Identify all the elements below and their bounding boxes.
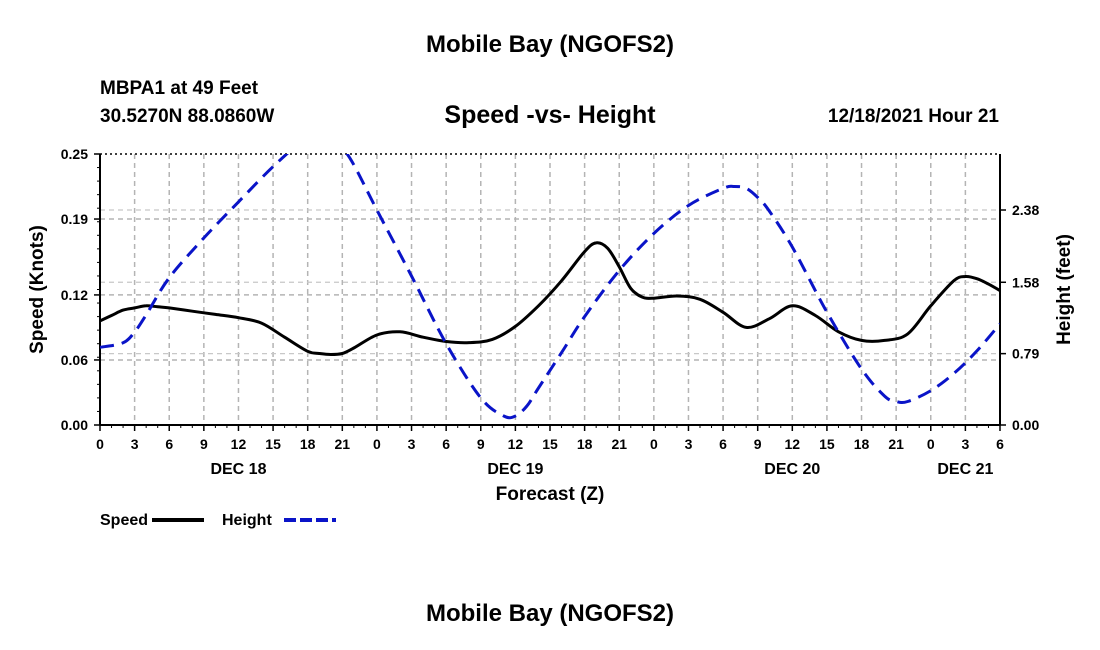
x-tick-label: 18 (300, 436, 316, 452)
x-tick-label: 6 (996, 436, 1004, 452)
y-tick-label: 0.06 (61, 352, 88, 368)
x-tick-label: 3 (408, 436, 416, 452)
x-date-label: DEC 21 (937, 461, 993, 478)
x-axis-title: Forecast (Z) (496, 484, 605, 505)
y-tick-label: 0.12 (61, 287, 88, 303)
x-tick-label: 15 (542, 436, 558, 452)
x-tick-label: 12 (508, 436, 524, 452)
y-tick-label: 0.00 (61, 417, 88, 433)
y2-tick-label: 1.58 (1012, 274, 1039, 290)
series-line-speed (100, 241, 1000, 356)
x-tick-label: 6 (719, 436, 727, 452)
x-tick-label: 9 (200, 436, 208, 452)
x-tick-label: 15 (265, 436, 281, 452)
y-tick-label: 0.25 (61, 146, 88, 162)
x-tick-label: 18 (854, 436, 870, 452)
x-tick-label: 15 (819, 436, 835, 452)
chart-subtitle: Speed -vs- Height (444, 101, 656, 129)
y2-tick-label: 0.00 (1012, 417, 1039, 433)
x-tick-label: 21 (611, 436, 627, 452)
x-tick-label: 0 (373, 436, 381, 452)
x-tick-label: 0 (96, 436, 104, 452)
y-tick-label: 0.19 (61, 211, 88, 227)
chart-title: Mobile Bay (NGOFS2) (425, 31, 675, 58)
x-tick-label: 3 (961, 436, 969, 452)
x-tick-label: 12 (231, 436, 247, 452)
x-tick-label: 21 (888, 436, 904, 452)
x-tick-label: 3 (131, 436, 139, 452)
repeated-chart-title: Mobile Bay (NGOFS2) (425, 600, 675, 627)
x-tick-label: 21 (335, 436, 351, 452)
x-tick-label: 18 (577, 436, 593, 452)
x-date-label: DEC 19 (487, 461, 543, 478)
x-tick-label: 9 (754, 436, 762, 452)
y2-tick-label: 2.38 (1012, 202, 1039, 218)
series-line-height (100, 154, 1000, 420)
forecast-timestamp: 12/18/2021 Hour 21 (827, 106, 999, 127)
x-tick-label: 0 (927, 436, 935, 452)
x-tick-label: 12 (785, 436, 801, 452)
x-tick-label: 6 (442, 436, 450, 452)
legend-label-height: Height (222, 512, 272, 529)
station-label: MBPA1 at 49 Feet (100, 78, 259, 99)
y2-axis-title: Height (feet) (1054, 234, 1075, 345)
y2-tick-label: 0.79 (1012, 346, 1039, 362)
legend-label-speed: Speed (100, 512, 148, 529)
x-tick-label: 9 (477, 436, 485, 452)
y-axis-title: Speed (Knots) (27, 225, 48, 354)
station-coordinates: 30.5270N 88.0860W (100, 106, 275, 127)
x-tick-label: 0 (650, 436, 658, 452)
x-tick-label: 3 (685, 436, 693, 452)
x-date-label: DEC 20 (764, 461, 820, 478)
x-tick-label: 6 (165, 436, 173, 452)
x-date-label: DEC 18 (210, 461, 266, 478)
